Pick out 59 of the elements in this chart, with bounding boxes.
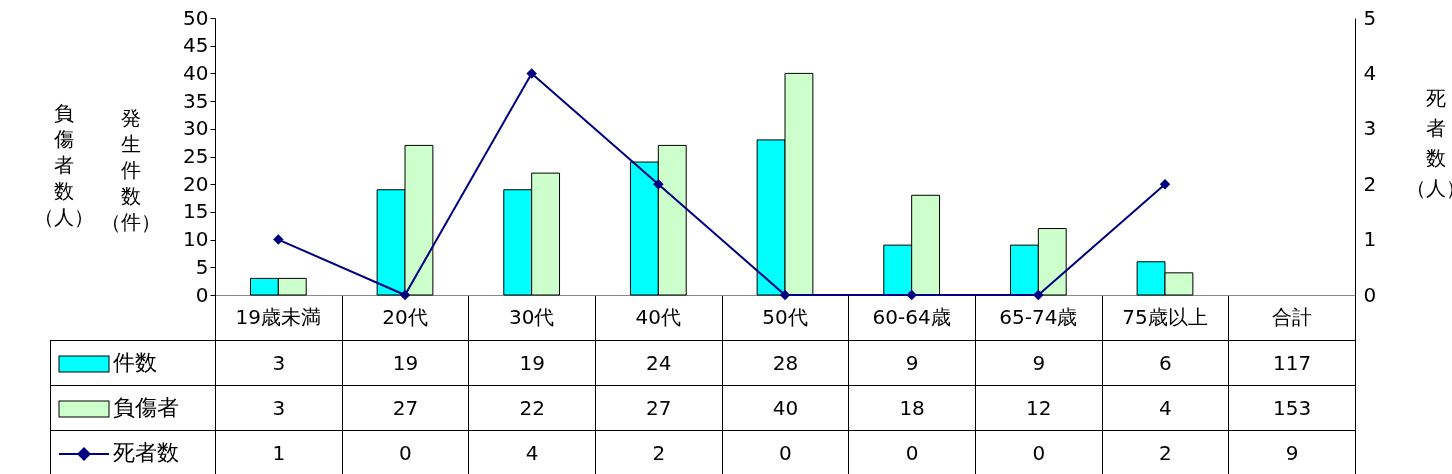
data-label: 2 <box>1102 430 1229 474</box>
data-label: 2 <box>595 430 723 474</box>
text: 153 <box>1272 396 1312 420</box>
data-label: 9 <box>848 340 976 386</box>
x-tick-label: 19歳未満 <box>235 304 322 329</box>
data-label: 12 <box>975 385 1103 431</box>
data-label: 0 <box>975 430 1103 474</box>
y2-tick-label: 3 <box>1363 116 1377 141</box>
x-tick-label: 60-64歳 <box>872 304 951 329</box>
y-tick-label: 45 <box>183 33 209 58</box>
text: 9 <box>1285 441 1299 465</box>
data-label: 3 <box>215 340 343 386</box>
data-label: 24 <box>595 340 723 386</box>
y2-tick-label: 4 <box>1363 60 1377 85</box>
data-label: 0 <box>722 430 849 474</box>
y2-tick-label: 1 <box>1363 227 1377 252</box>
x-tick-label: 20代 <box>382 304 428 329</box>
data-label: 9 <box>975 340 1103 386</box>
y-tick-label: 10 <box>183 227 209 252</box>
y-tick-label: 40 <box>183 60 209 85</box>
data-label: 0 <box>848 430 976 474</box>
y2-axis-title: 死者数（人） <box>1405 85 1452 200</box>
data-label: 1 <box>215 430 343 474</box>
y-tick-label: 20 <box>183 171 209 196</box>
y-tick-label: 30 <box>183 116 209 141</box>
data-label: 28 <box>722 340 849 386</box>
data-label: 19 <box>468 340 596 386</box>
y-tick-label: 15 <box>183 199 209 224</box>
y-tick-label: 5 <box>195 254 209 279</box>
data-label: 6 <box>1102 340 1229 386</box>
y-tick-label: 0 <box>195 282 209 307</box>
data-label: 40 <box>722 385 849 431</box>
data-label: 4 <box>468 430 596 474</box>
data-label: 3 <box>215 385 343 431</box>
x-tick-label: 50代 <box>762 304 808 329</box>
data-label: 4 <box>1102 385 1229 431</box>
x-tick-label: 30代 <box>508 304 555 329</box>
text: 負傷者数（人） <box>34 100 94 230</box>
x-tick-label: 75歳以上 <box>1122 304 1208 329</box>
y-axis-title: 発生件数（件） <box>100 105 161 234</box>
y2-tick-label: 5 <box>1363 5 1377 30</box>
y2-tick-label: 0 <box>1363 282 1377 307</box>
x-tick-label: 65-74歳 <box>999 304 1078 329</box>
y2-tick-label: 2 <box>1363 171 1377 196</box>
data-label: 0 <box>342 430 469 474</box>
y-tick-label: 35 <box>183 88 209 113</box>
y-tick-label: 50 <box>183 5 209 30</box>
legend-label: 負傷者 <box>113 395 179 420</box>
x-tick-label: 合計 <box>1271 304 1312 329</box>
data-label: 22 <box>468 385 596 431</box>
x-tick-label: 40代 <box>635 304 682 329</box>
data-label: 19 <box>342 340 469 386</box>
legend-label: 死者数 <box>113 440 179 465</box>
data-label: 27 <box>342 385 469 431</box>
y-tick-label: 25 <box>183 144 209 168</box>
data-label: 18 <box>848 385 976 431</box>
text: 117 <box>1272 351 1312 375</box>
data-label: 27 <box>595 385 723 431</box>
legend-label: 件数 <box>113 350 157 375</box>
